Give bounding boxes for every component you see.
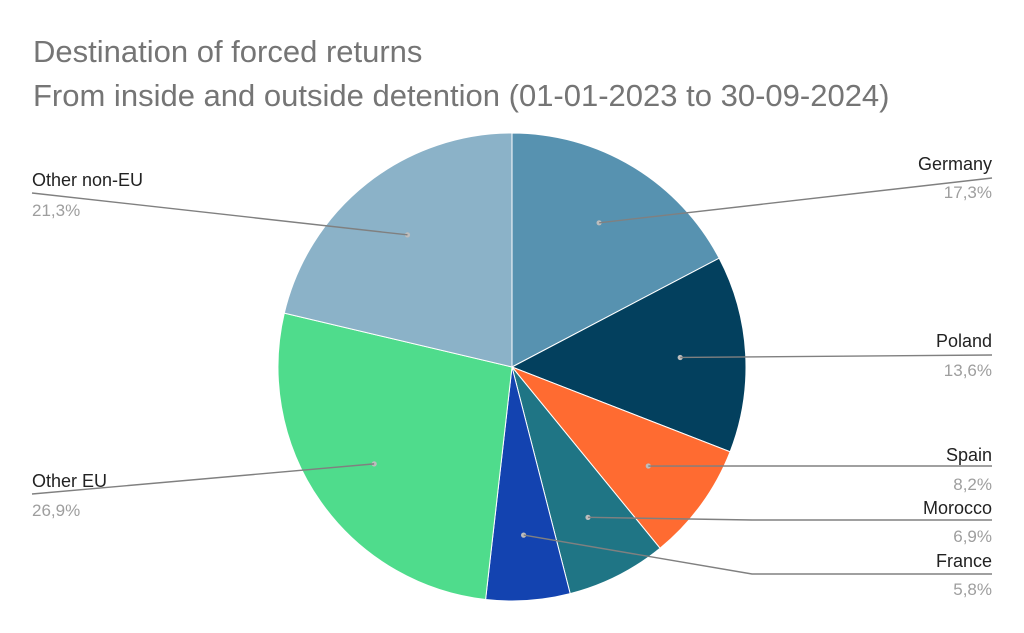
leader-line-france [523, 534, 992, 575]
slice-value-other-eu: 26,9% [32, 501, 80, 520]
leader-dot-morocco [585, 514, 591, 521]
leader-dot-germany [596, 220, 602, 226]
leader-line-germany [599, 177, 993, 224]
slice-label-germany: Germany [918, 154, 992, 174]
leader-dot-france [521, 532, 527, 538]
slice-value-spain: 8,2% [953, 475, 992, 494]
slice-label-morocco: Morocco [923, 498, 992, 518]
slice-value-poland: 13,6% [944, 361, 992, 380]
slice-value-germany: 17,3% [944, 183, 992, 202]
leader-dot-poland [677, 354, 683, 361]
leader-dot-other-eu [371, 461, 377, 467]
chart-subtitle: From inside and outside detention (01-01… [33, 78, 890, 113]
slice-value-france: 5,8% [953, 580, 992, 599]
slice-other-eu [277, 312, 513, 601]
slice-germany [511, 132, 720, 368]
slice-label-other-non-eu: Other non-EU [32, 170, 143, 190]
leader-line-morocco [588, 516, 992, 521]
slice-label-france: France [936, 551, 992, 571]
slice-label-poland: Poland [936, 331, 992, 351]
slice-value-other-non-eu: 21,3% [32, 201, 80, 220]
leader-line-other-eu [31, 463, 375, 495]
slice-poland [510, 257, 747, 453]
slice-label-other-eu: Other EU [32, 471, 107, 491]
slice-value-morocco: 6,9% [953, 527, 992, 546]
leader-line-poland [680, 354, 993, 359]
leader-dot-spain [645, 463, 651, 469]
slice-label-spain: Spain [946, 445, 992, 465]
slice-other-non-eu [283, 132, 513, 368]
leader-dot-other-non-eu [404, 232, 411, 238]
slice-spain [510, 365, 731, 549]
leader-line-other-non-eu [31, 192, 408, 236]
chart-title: Destination of forced returns [33, 34, 423, 69]
